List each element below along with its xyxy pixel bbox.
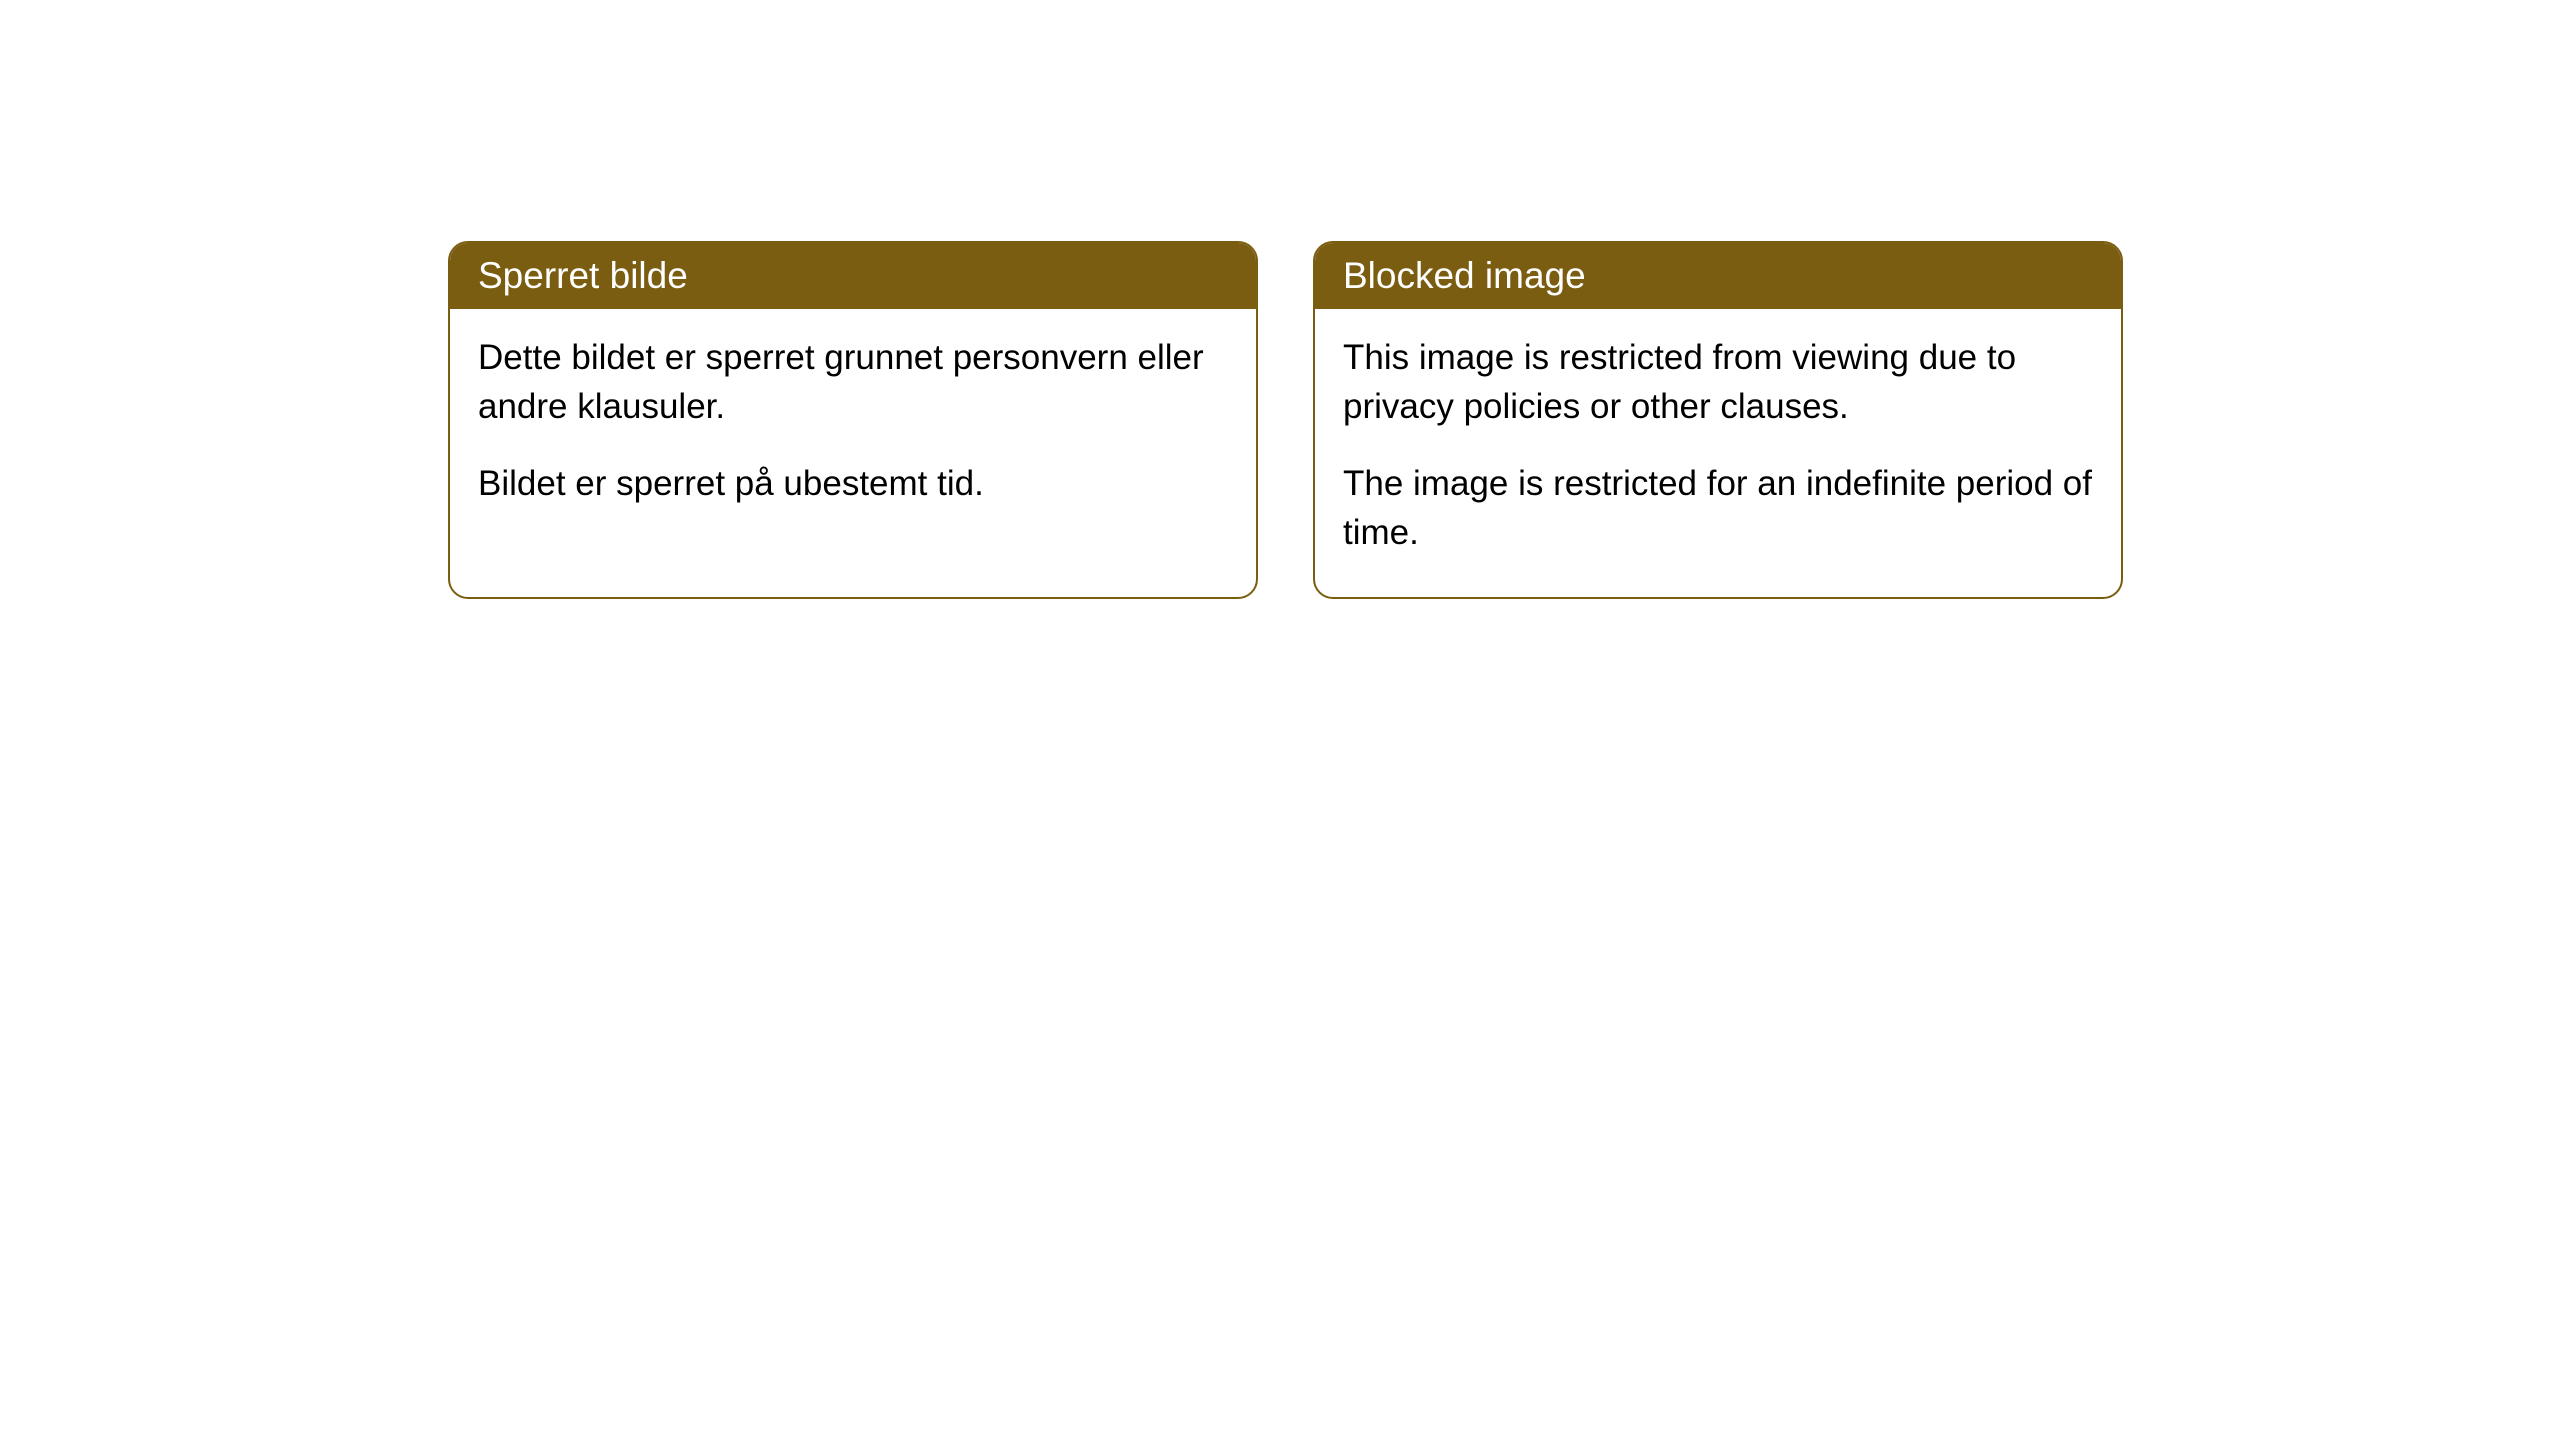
card-paragraph1-english: This image is restricted from viewing du… <box>1343 333 2093 431</box>
card-title-english: Blocked image <box>1343 255 1586 296</box>
card-norwegian: Sperret bilde Dette bildet er sperret gr… <box>448 241 1258 599</box>
cards-container: Sperret bilde Dette bildet er sperret gr… <box>448 241 2123 599</box>
card-body-english: This image is restricted from viewing du… <box>1315 309 2121 597</box>
card-paragraph1-norwegian: Dette bildet er sperret grunnet personve… <box>478 333 1228 431</box>
card-paragraph2-english: The image is restricted for an indefinit… <box>1343 459 2093 557</box>
card-english: Blocked image This image is restricted f… <box>1313 241 2123 599</box>
card-title-norwegian: Sperret bilde <box>478 255 688 296</box>
card-header-norwegian: Sperret bilde <box>450 243 1256 309</box>
card-paragraph2-norwegian: Bildet er sperret på ubestemt tid. <box>478 459 1228 508</box>
card-header-english: Blocked image <box>1315 243 2121 309</box>
card-body-norwegian: Dette bildet er sperret grunnet personve… <box>450 309 1256 548</box>
